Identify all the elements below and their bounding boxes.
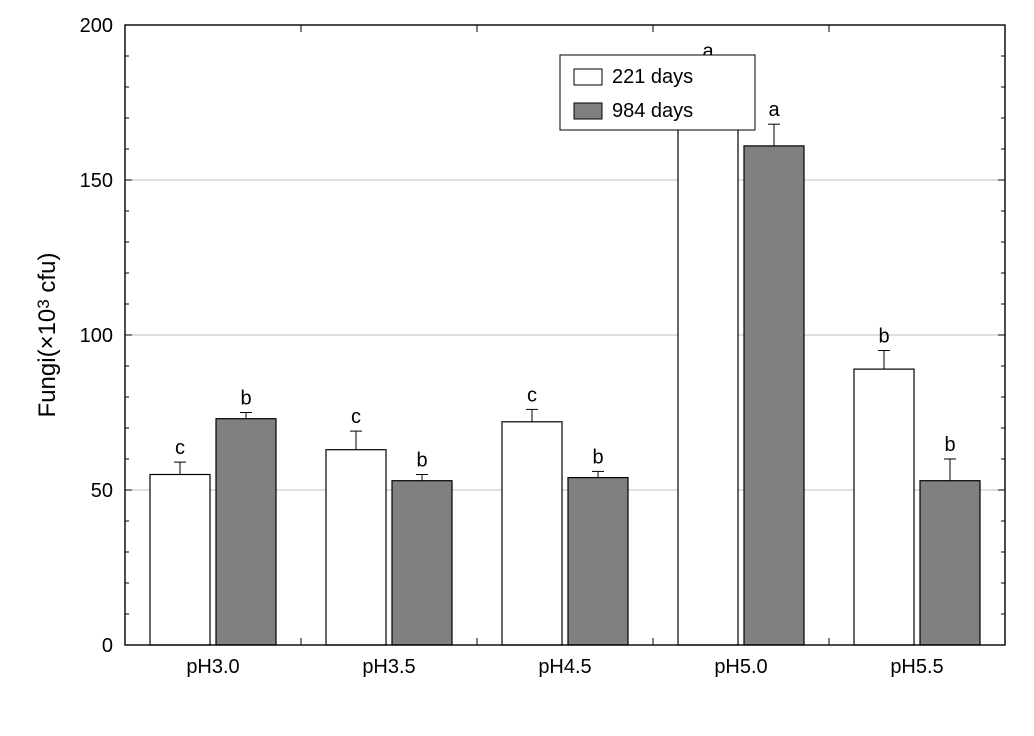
significance-letter: b bbox=[240, 388, 251, 410]
legend-label: 984 days bbox=[612, 100, 693, 122]
bar bbox=[326, 450, 386, 645]
significance-letter: b bbox=[944, 434, 955, 456]
significance-letter: b bbox=[592, 446, 603, 468]
bar bbox=[392, 481, 452, 645]
bar bbox=[216, 419, 276, 645]
significance-letter: c bbox=[351, 406, 361, 428]
bar bbox=[854, 369, 914, 645]
bar bbox=[150, 475, 210, 646]
x-category-label: pH5.0 bbox=[714, 656, 767, 678]
bar bbox=[920, 481, 980, 645]
y-tick-label: 150 bbox=[80, 170, 113, 192]
legend: 221 days 984 days bbox=[560, 55, 755, 130]
x-category-label: pH5.5 bbox=[890, 656, 943, 678]
bar bbox=[568, 478, 628, 645]
y-tick-label: 100 bbox=[80, 325, 113, 347]
x-category-label: pH3.0 bbox=[186, 656, 239, 678]
legend-swatch bbox=[574, 103, 602, 119]
bar bbox=[744, 146, 804, 645]
x-category-label: pH3.5 bbox=[362, 656, 415, 678]
legend-label: 221 days bbox=[612, 66, 693, 88]
bar bbox=[678, 72, 738, 646]
significance-letter: b bbox=[416, 450, 427, 472]
significance-letter: c bbox=[175, 437, 185, 459]
significance-letter: a bbox=[768, 99, 780, 121]
y-tick-label: 0 bbox=[102, 635, 113, 657]
x-category-label: pH4.5 bbox=[538, 656, 591, 678]
legend-swatch bbox=[574, 69, 602, 85]
significance-letter: c bbox=[527, 384, 537, 406]
y-tick-label: 50 bbox=[91, 480, 113, 502]
bar bbox=[502, 422, 562, 645]
y-axis-label: Fungi(×103 cfu) bbox=[34, 253, 61, 418]
y-tick-label: 200 bbox=[80, 15, 113, 37]
significance-letter: b bbox=[878, 326, 889, 348]
